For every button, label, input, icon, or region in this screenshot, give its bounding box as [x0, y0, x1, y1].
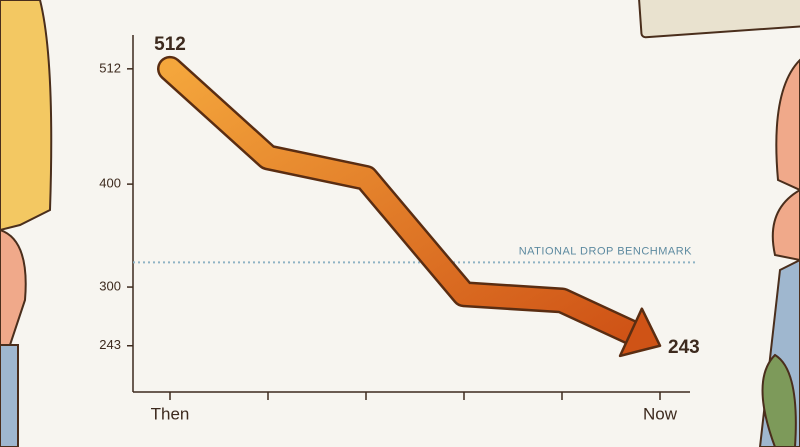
y-tick-label: 400: [99, 176, 121, 191]
x-tick-label: Then: [151, 404, 190, 423]
y-tick-label: 243: [99, 337, 121, 352]
left-figure: [0, 0, 53, 447]
y-tick-label: 300: [99, 278, 121, 293]
arrow-body: [159, 58, 642, 343]
y-tick-label: 512: [99, 60, 121, 75]
benchmark-label: NATIONAL DROP BENCHMARK: [519, 245, 692, 257]
x-tick-label: Now: [643, 404, 678, 423]
picture-frame: [637, 0, 800, 39]
data-label: 512: [154, 34, 186, 55]
right-figure: [758, 58, 800, 447]
data-label: 243: [668, 337, 700, 358]
arrow-head: [618, 307, 662, 358]
